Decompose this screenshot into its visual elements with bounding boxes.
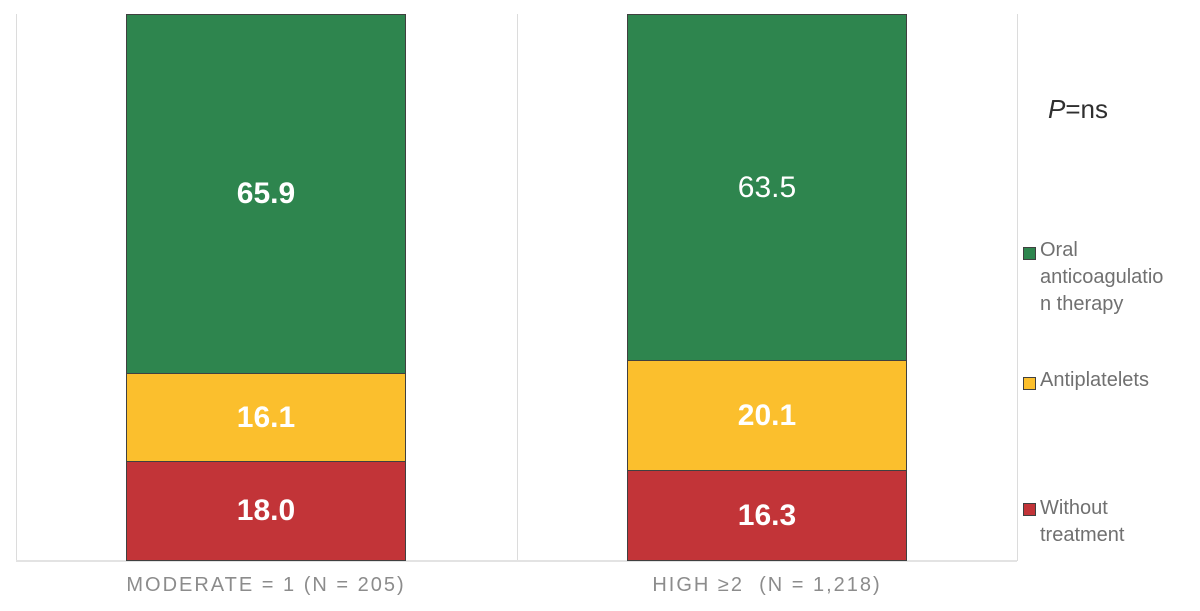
value-label: 63.5 xyxy=(737,170,797,204)
legend-marker-oral-anticoagulation xyxy=(1023,247,1036,260)
p-value-text: =ns xyxy=(1065,94,1108,124)
value-label: 20.1 xyxy=(737,398,797,432)
gridline-left xyxy=(16,14,17,561)
legend-label-antiplatelets: Antiplatelets xyxy=(1040,369,1149,391)
bar-segment-oral-anticoagulation-therapy: 63.5 xyxy=(627,14,907,361)
p-symbol: P xyxy=(1048,94,1066,124)
value-label: 18.0 xyxy=(236,494,296,528)
gridline-right xyxy=(1017,14,1018,561)
category-label-moderate: MODERATE = 1 (N = 205) xyxy=(126,574,406,596)
bar-segment-antiplatelets: 20.1 xyxy=(627,360,907,471)
value-label: 16.1 xyxy=(236,400,296,434)
legend-marker-without-treatment xyxy=(1023,503,1036,516)
legend-marker-antiplatelets xyxy=(1023,377,1036,390)
x-axis-line xyxy=(16,560,1017,562)
gridline-middle xyxy=(517,14,518,561)
legend-label-without-treatment: Without treatment xyxy=(1040,497,1125,546)
value-label: 65.9 xyxy=(236,176,296,210)
bar-segment-without-treatment: 16.3 xyxy=(627,470,907,561)
bar-segment-oral-anticoagulation-therapy: 65.9 xyxy=(126,14,406,373)
bar-segment-without-treatment: 18.0 xyxy=(126,461,406,561)
bar-segment-antiplatelets: 16.1 xyxy=(126,372,406,462)
category-label-high: HIGH ≥2 (N = 1,218) xyxy=(652,574,882,596)
bar-high: 63.5 20.1 16.3 xyxy=(627,14,907,561)
value-label: 16.3 xyxy=(737,498,797,532)
p-value-annotation: P=ns xyxy=(1048,94,1108,125)
bar-moderate: 65.9 16.1 18.0 xyxy=(126,14,406,561)
legend-label-oral-anticoagulation: Oral anticoagulatio n therapy xyxy=(1040,239,1164,315)
